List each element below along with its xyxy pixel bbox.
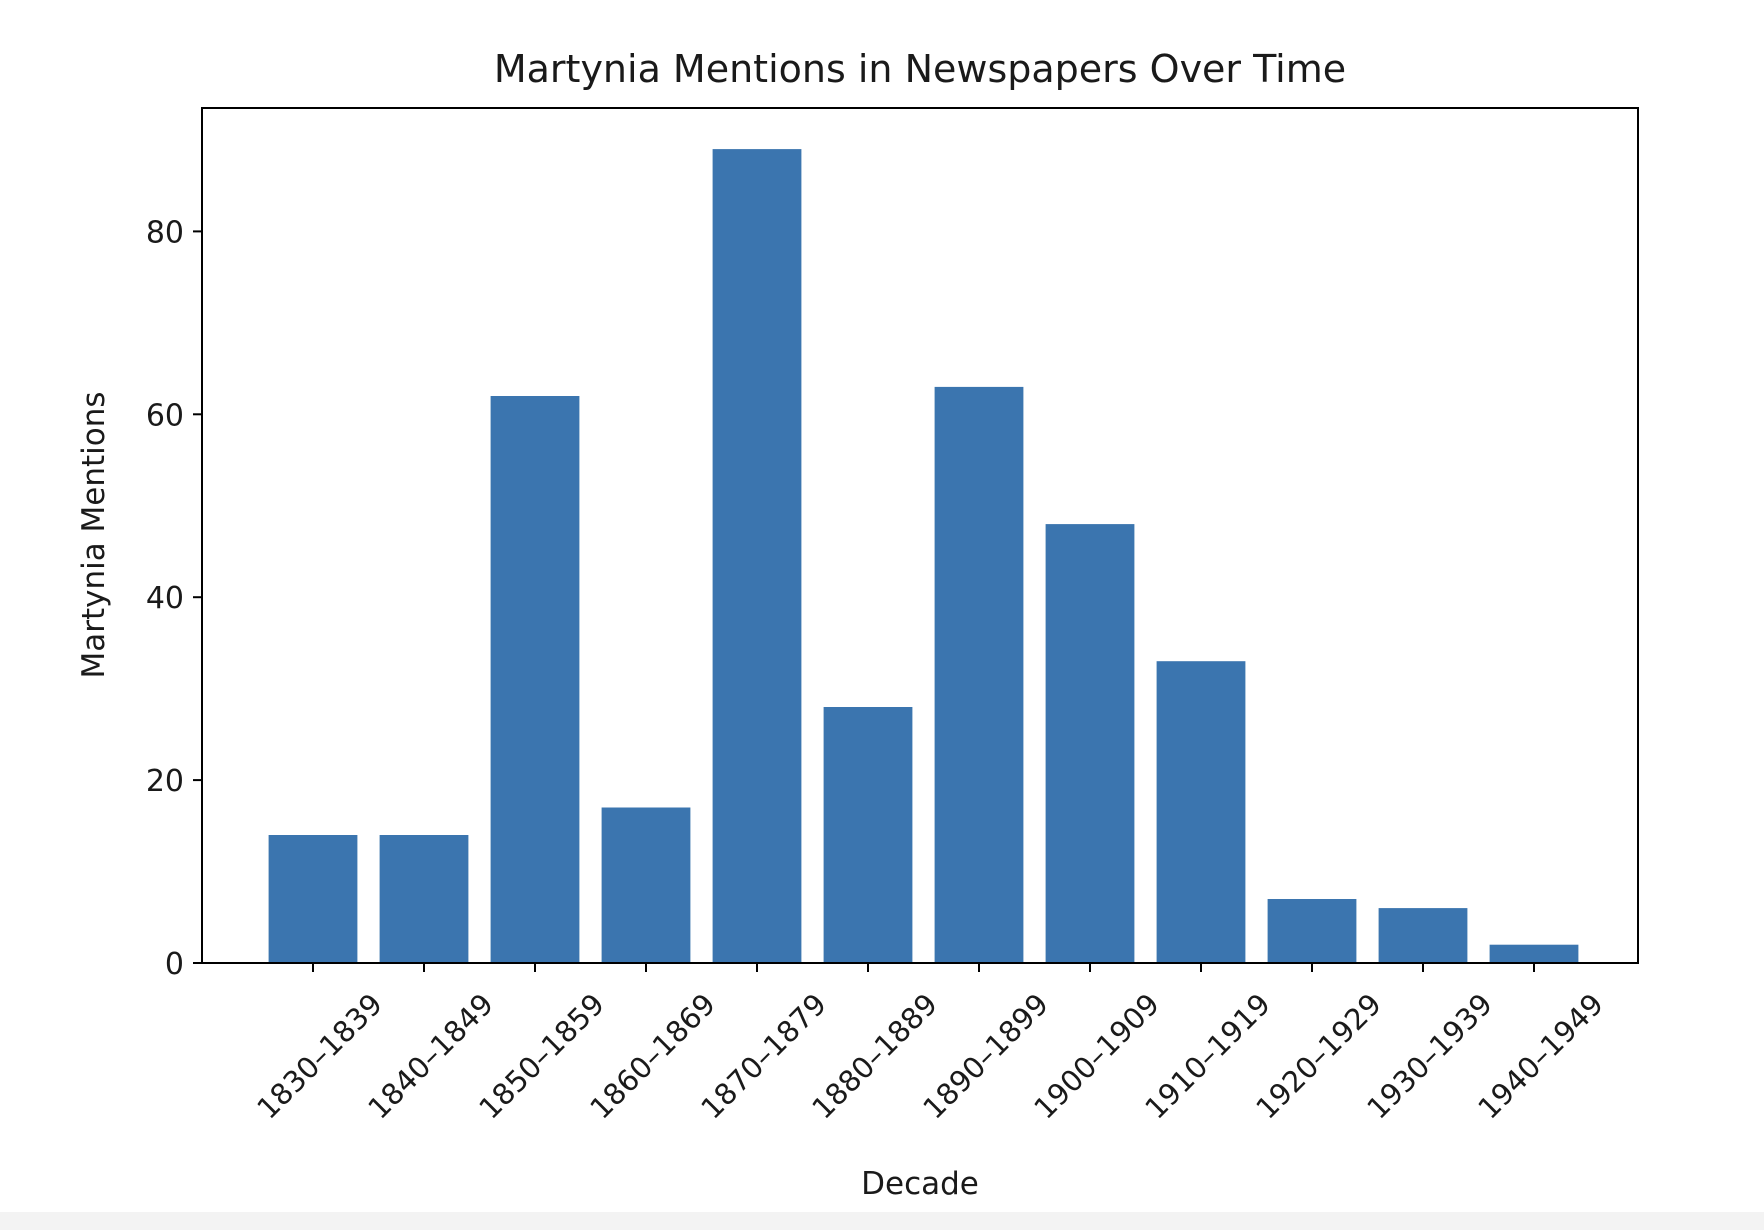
- bar: [490, 396, 580, 963]
- chart-title: Martynia Mentions in Newspapers Over Tim…: [494, 47, 1346, 91]
- bar: [712, 149, 802, 964]
- figure-bottom-strip: [0, 1212, 1764, 1230]
- bar: [268, 835, 358, 963]
- y-tick-label: 80: [146, 215, 184, 250]
- bar: [1045, 524, 1135, 963]
- y-tick-label: 0: [165, 947, 184, 982]
- bar: [934, 386, 1024, 963]
- bar: [1267, 899, 1357, 963]
- bar: [1489, 944, 1579, 963]
- x-axis-label: Decade: [861, 1166, 979, 1202]
- bar: [379, 835, 469, 963]
- y-tick-label: 60: [146, 398, 184, 433]
- plot-frame: [201, 107, 1639, 964]
- bar: [1378, 908, 1468, 963]
- bar: [823, 707, 913, 963]
- y-axis-label: Martynia Mentions: [76, 391, 112, 678]
- bar: [601, 807, 691, 963]
- y-tick-label: 40: [146, 581, 184, 616]
- bar-group: [268, 149, 1579, 964]
- y-axis: 0 20 40 60 80: [146, 215, 202, 982]
- y-tick-label: 20: [146, 764, 184, 799]
- bar: [1156, 661, 1246, 963]
